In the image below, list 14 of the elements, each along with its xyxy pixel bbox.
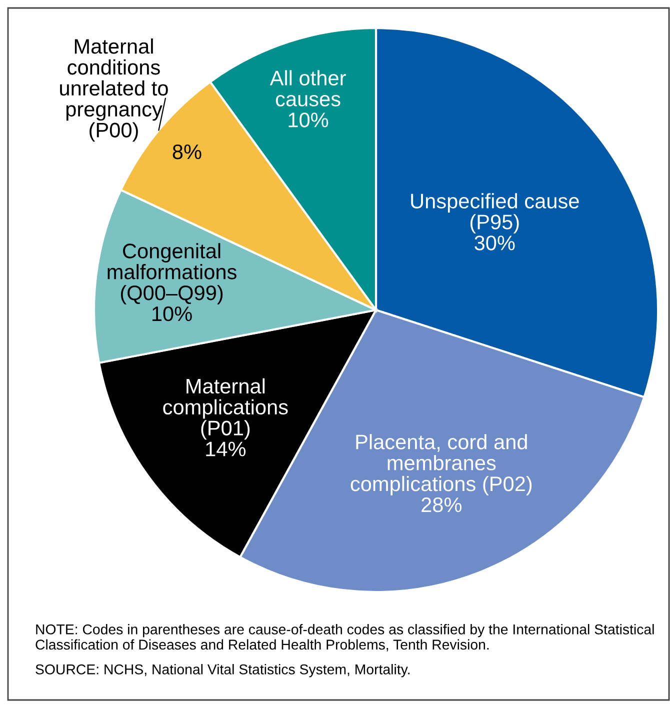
data-label: 8%	[172, 144, 202, 160]
slice-label: All other causes	[270, 70, 346, 106]
text: NOTE: Codes in parentheses are cause-of-death codes as classified by the International Statistical Classification of Diseases and Related Health Problems, Tenth Revision.	[36, 624, 654, 652]
slice-label: Unspecified cause (P95)	[411, 193, 579, 234]
data-label: 10%	[288, 112, 328, 128]
data-label: 10%	[152, 306, 192, 322]
slice-label: Placenta, cord and membranes complications (P02)	[350, 434, 532, 496]
data-label: 28%	[422, 497, 462, 512]
slice-label: Congenital malformations (Q00–Q99)	[108, 243, 236, 304]
slice-label: Maternal conditions unrelated to pregnancy (P00)	[60, 38, 168, 142]
data-label: 30%	[474, 236, 515, 250]
source-note: SOURCE: NCHS, National Vital Statistics System, Mortality.	[36, 664, 410, 678]
data-label: 14%	[206, 442, 246, 456]
slice-label: Maternal complications (P01)	[163, 378, 288, 440]
